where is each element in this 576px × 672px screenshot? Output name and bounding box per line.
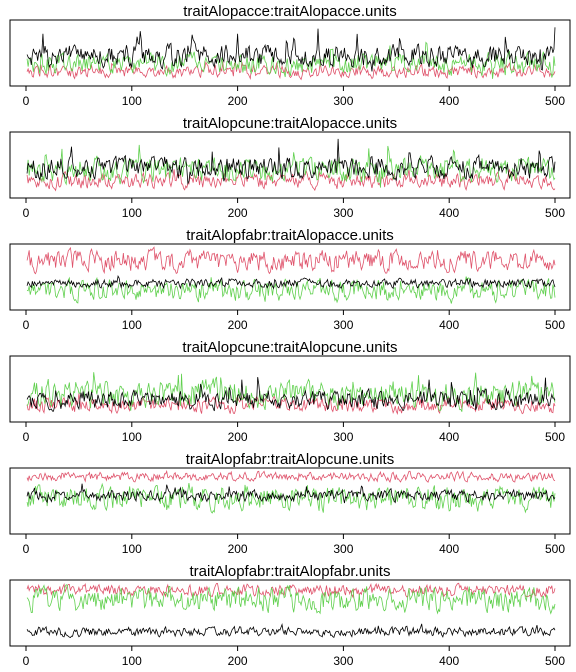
x-tick-label: 0 <box>23 430 30 444</box>
x-tick-label: 500 <box>545 430 565 444</box>
trace-series-2 <box>26 469 556 484</box>
x-tick-label: 300 <box>333 542 353 556</box>
trace-series-1 <box>26 377 556 412</box>
trace-series-1 <box>26 623 556 638</box>
panel-title: traitAlopcune:traitAlopacce.units <box>183 115 397 132</box>
plot-frame <box>9 131 571 199</box>
x-tick-label: 200 <box>228 94 248 108</box>
x-tick-label: 300 <box>333 94 353 108</box>
x-tick-label: 400 <box>439 94 459 108</box>
x-tick-label: 100 <box>122 542 142 556</box>
x-tick-label: 500 <box>545 318 565 332</box>
x-tick-label: 200 <box>228 318 248 332</box>
x-tick-label: 100 <box>122 206 142 220</box>
panel-title: traitAlopacce:traitAlopacce.units <box>183 3 396 20</box>
x-tick-label: 300 <box>333 430 353 444</box>
plot-frame <box>9 19 571 87</box>
x-tick-label: 400 <box>439 430 459 444</box>
x-tick-label: 500 <box>545 654 565 668</box>
trace-series-2 <box>26 582 556 599</box>
plot-frame <box>9 579 571 647</box>
x-tick-label: 400 <box>439 542 459 556</box>
panel-title: traitAlopfabr:traitAlopacce.units <box>186 227 394 244</box>
x-tick-label: 200 <box>228 206 248 220</box>
panel-title: traitAlopcune:traitAlopcune.units <box>182 339 397 356</box>
panel-5: traitAlopfabr:traitAlopcune.units 0 100 200… <box>9 451 571 556</box>
x-tick-label: 300 <box>333 654 353 668</box>
panel-3: traitAlopfabr:traitAlopacce.units 0 100 200… <box>9 227 571 332</box>
x-tick-label: 100 <box>122 94 142 108</box>
panel-6: traitAlopfabr:traitAlopfabr.units 0 100 200… <box>9 563 571 668</box>
trace-series-3 <box>26 584 556 615</box>
x-tick-label: 100 <box>122 430 142 444</box>
x-tick-label: 500 <box>545 94 565 108</box>
panel-1: traitAlopacce:traitAlopacce.units 0 100 200… <box>9 3 571 108</box>
x-tick-label: 200 <box>228 654 248 668</box>
plot-frame <box>9 243 571 311</box>
trace-series-2 <box>26 168 556 192</box>
x-tick-label: 0 <box>23 318 30 332</box>
x-tick-label: 200 <box>228 430 248 444</box>
plot-frame <box>9 355 571 423</box>
x-tick-label: 0 <box>23 94 30 108</box>
panel-title: traitAlopfabr:traitAlopcune.units <box>186 451 394 468</box>
plot-frame <box>9 467 571 535</box>
trace-series-1 <box>26 27 556 72</box>
panel-4: traitAlopcune:traitAlopcune.units 0 100 200… <box>9 339 571 444</box>
x-tick-label: 200 <box>228 542 248 556</box>
trace-series-1 <box>26 138 556 185</box>
x-tick-label: 400 <box>439 318 459 332</box>
x-tick-label: 500 <box>545 206 565 220</box>
x-tick-label: 0 <box>23 206 30 220</box>
trace-series-1 <box>26 483 556 504</box>
x-tick-label: 500 <box>545 542 565 556</box>
panels: traitAlopacce:traitAlopacce.units 0 100 200… <box>9 3 571 668</box>
x-tick-label: 400 <box>439 206 459 220</box>
panel-2: traitAlopcune:traitAlopacce.units 0 100 200… <box>9 115 571 220</box>
x-tick-label: 0 <box>23 542 30 556</box>
trace-series-3 <box>26 144 556 188</box>
trace-series-1 <box>26 275 556 290</box>
x-tick-label: 0 <box>23 654 30 668</box>
x-tick-label: 400 <box>439 654 459 668</box>
x-tick-label: 100 <box>122 318 142 332</box>
x-tick-label: 300 <box>333 318 353 332</box>
trace-series-3 <box>26 41 556 79</box>
x-tick-label: 100 <box>122 654 142 668</box>
trace-series-2 <box>26 246 556 275</box>
panel-title: traitAlopfabr:traitAlopfabr.units <box>190 563 391 580</box>
x-tick-label: 300 <box>333 206 353 220</box>
